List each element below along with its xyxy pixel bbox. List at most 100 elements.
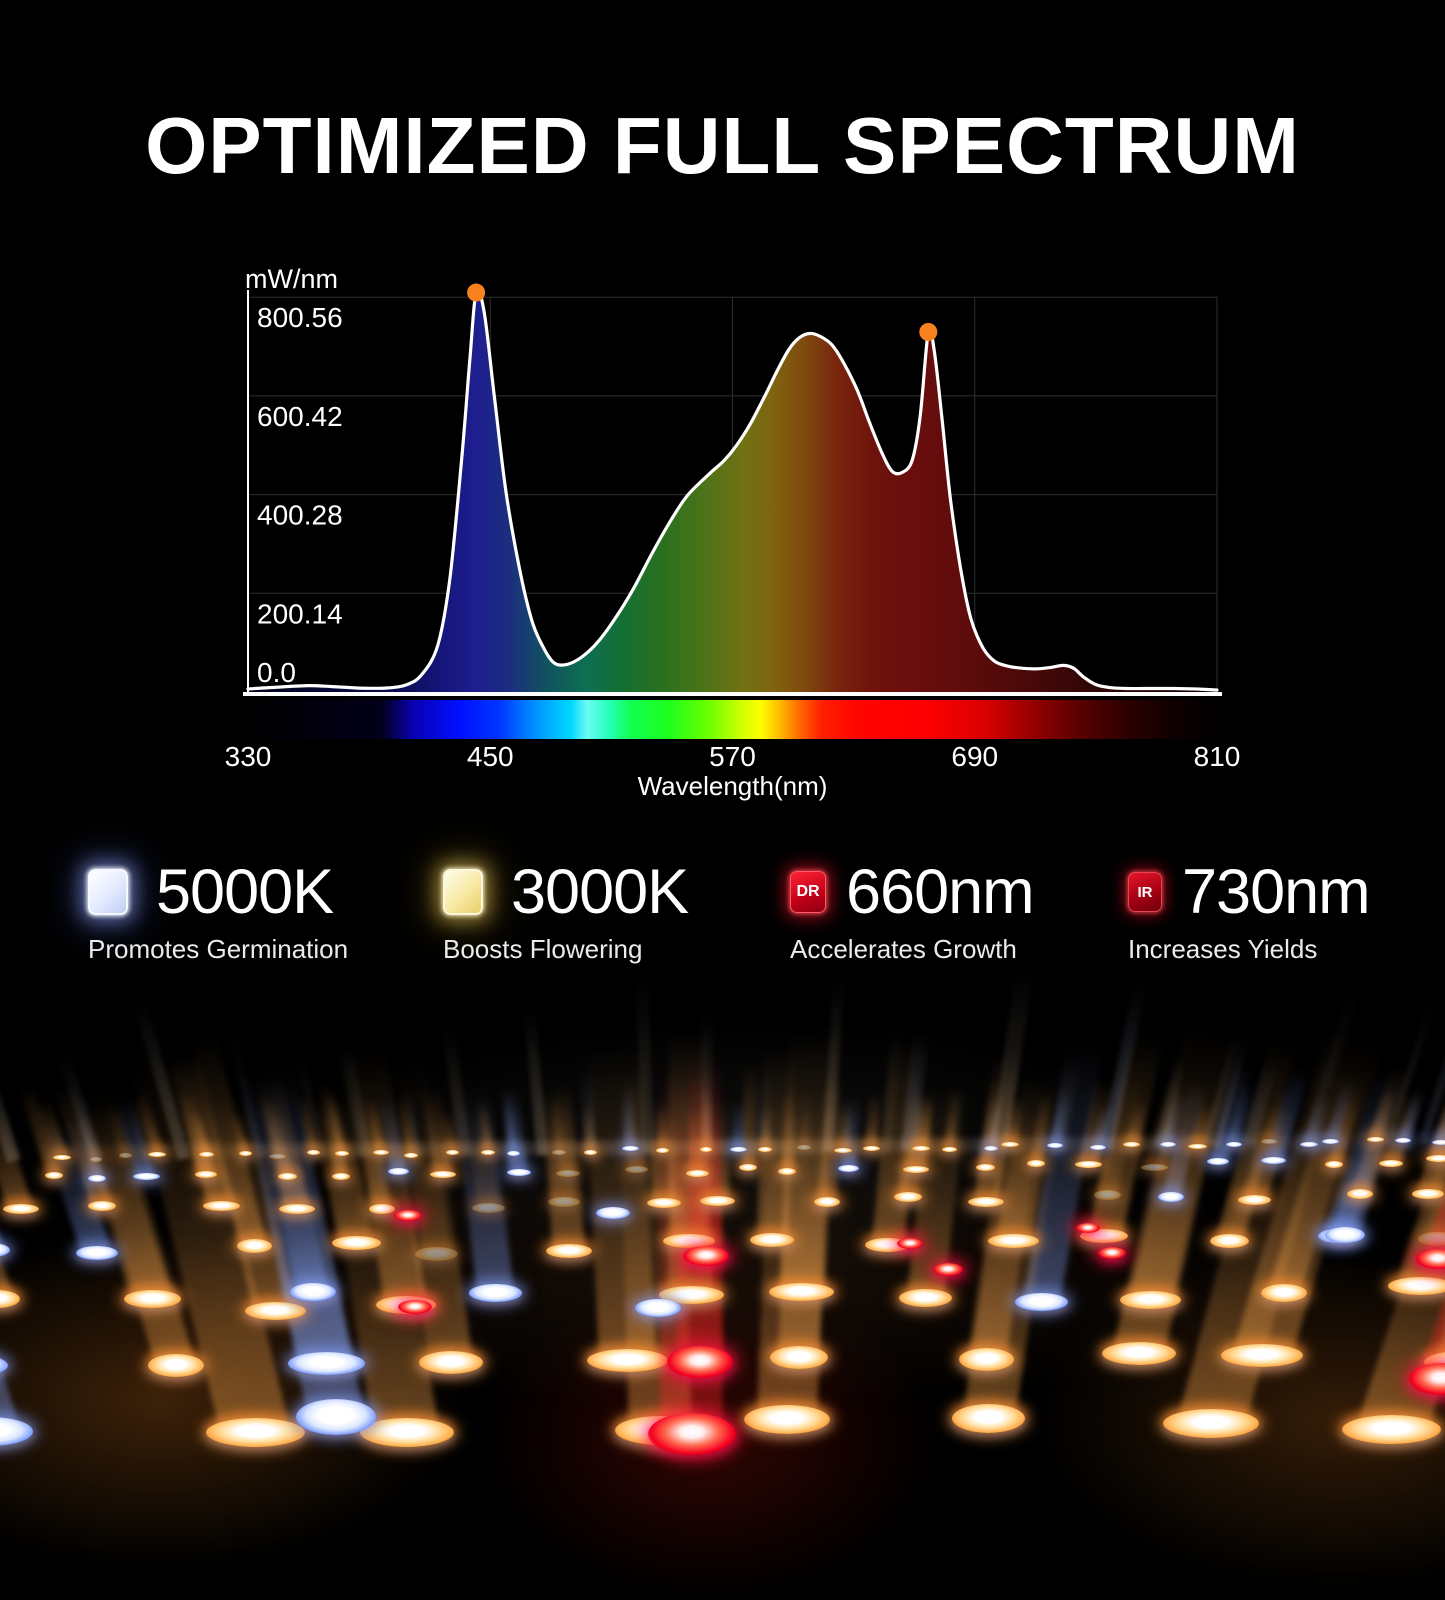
led-dot-warm [1342,1415,1442,1445]
led-dot-warm [1425,1154,1445,1162]
feature-660nm: DR 660nm Accelerates Growth [790,857,1035,978]
light-beam [174,1085,214,1177]
feature-value: 3000K [511,857,689,927]
led-dot-warm [1141,1163,1168,1171]
light-beam [1331,1103,1400,1239]
led-dot-cool [87,1175,106,1183]
light-beam [38,1112,111,1258]
led-dot-cool [596,1207,630,1220]
led-dot-warm [1080,1228,1129,1243]
led-dot-warm [1001,1142,1019,1148]
light-beam [501,1082,527,1174]
glow-left [0,1230,470,1570]
feature-5000k: 5000K Promotes Germination [88,857,348,978]
light-beam [1162,1071,1210,1200]
led-dot-red [1409,1363,1445,1396]
light-beam [1234,1012,1389,1364]
light-beam [688,1103,706,1174]
light-beam [549,1095,564,1153]
led-dot-warm [331,1236,382,1251]
led-dot-warm [813,1196,840,1207]
led-dot-cool [984,1145,998,1151]
light-beam [104,1102,130,1158]
led-dot-warm [699,1146,713,1152]
deep-red-led-chip-icon: DR [790,871,826,913]
led-dot-warm [334,1151,349,1157]
light-streak [53,1041,104,1162]
led-dot-cool [1158,1192,1184,1203]
light-beam [1430,1086,1445,1162]
led-dot-warm [194,1170,217,1178]
led-dot-warm [123,1290,182,1309]
led-dot-warm [1417,1231,1445,1246]
led-dot-warm [552,1149,567,1155]
glow-right [1030,1250,1445,1590]
peak-marker [919,322,938,341]
light-beam [0,1103,33,1213]
light-beam [1191,1100,1216,1148]
light-streak [403,1083,422,1157]
light-beam [865,1089,883,1149]
led-dot-warm [1237,1194,1272,1205]
spectrum-area [248,290,1217,692]
led-dot-warm [833,1147,853,1153]
feature-3000k: 3000K Boosts Flowering [443,857,689,978]
warm-led-chip-icon [443,869,483,915]
light-beam [310,1086,374,1247]
light-beam [241,1073,353,1370]
white-led-chip-icon [88,869,128,915]
light-beam [996,1065,1059,1244]
led-dot-cool [75,1246,118,1261]
led-dot-cool [296,1398,376,1435]
led-dot-warm [655,1147,670,1153]
light-streak [130,987,190,1161]
y-tick-label: 200.14 [257,598,343,629]
led-dot-warm [625,1166,648,1174]
light-streak [1300,970,1366,1147]
led-dot-warm [245,1302,307,1321]
light-beam [501,1086,518,1155]
led-dot-warm [369,1203,395,1214]
led-dot-warm [1163,1408,1259,1438]
light-beam [295,1091,318,1154]
light-beam [1162,1087,1187,1146]
led-dot-warm [1347,1188,1374,1199]
led-dot-warm [797,1144,812,1150]
light-beam [1383,1086,1424,1166]
led-dot-warm [911,1146,931,1152]
light-beam [1324,1056,1408,1241]
light-beam [906,1085,934,1171]
horizon-glow [0,1134,1445,1160]
led-dot-warm [1423,1350,1445,1374]
page: { "title": "OPTIMIZED FULL SPECTRUM", "c… [0,101,1445,1600]
led-dot-warm [445,1150,460,1156]
light-beam [132,1089,164,1157]
led-dot-warm [119,1153,132,1159]
led-dot-cool [1395,1138,1412,1144]
light-beam [1029,1088,1055,1165]
light-streak [440,1009,472,1156]
led-dot-warm [1387,1276,1445,1295]
light-beam [656,1042,723,1435]
led-dot-cool [0,1353,9,1377]
light-streak [901,1018,931,1151]
led-dot-warm [744,1404,830,1434]
led-dot-warm [1325,1160,1344,1168]
led-dot-cool [1015,1293,1069,1312]
light-beam [273,1176,329,1296]
light-beam [778,1101,830,1359]
led-dot-red [648,1413,736,1456]
x-tick-label: 330 [225,741,272,772]
light-streak [1382,982,1442,1146]
y-tick-label: 0.0 [257,657,296,688]
led-dot-warm [685,1169,709,1177]
led-dot-cool [1159,1141,1176,1147]
light-beam [341,1031,427,1309]
glow-center-red [480,1280,940,1600]
led-dot-warm [236,1239,273,1254]
light-beam [551,1075,576,1175]
light-beam [1210,1055,1254,1164]
x-tick-label: 810 [1194,741,1241,772]
light-beam [463,1098,500,1210]
light-beam [665,1063,714,1296]
